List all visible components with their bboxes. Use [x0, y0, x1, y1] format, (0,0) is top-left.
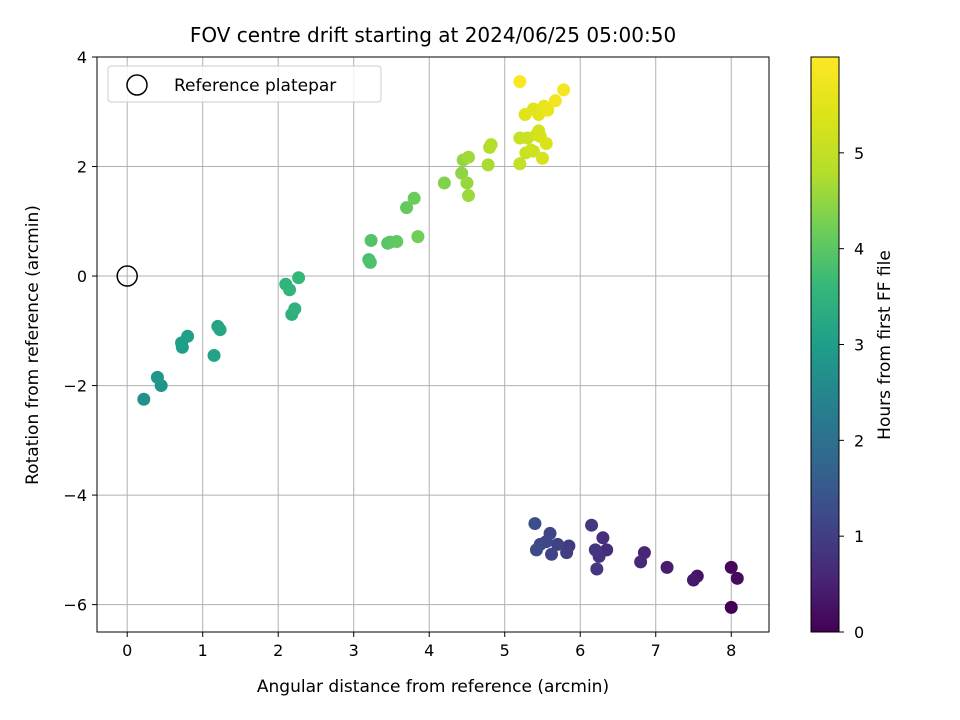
data-point [150, 370, 164, 384]
y-tick-label: 0 [77, 267, 87, 286]
y-tick-label: −2 [63, 377, 87, 396]
colorbar-tick-label: 2 [854, 431, 864, 450]
data-point [213, 323, 227, 337]
y-axis-ticks: −6 −4 −2 0 2 4 [63, 48, 97, 615]
legend-marker-open-circle [126, 74, 148, 96]
data-point [588, 543, 602, 557]
data-point [207, 348, 221, 362]
data-point [455, 166, 469, 180]
data-point [283, 283, 297, 297]
data-points [137, 75, 744, 614]
x-tick-label: 2 [273, 641, 283, 660]
data-point [292, 271, 306, 285]
data-point [724, 600, 738, 614]
data-point [541, 103, 555, 117]
data-point [585, 518, 599, 532]
colorbar-tick-label: 1 [854, 527, 864, 546]
data-point [390, 235, 404, 249]
colorbar-gradient [810, 56, 840, 633]
plot-frame [96, 56, 770, 633]
x-tick-label: 3 [349, 641, 359, 660]
chart-title: FOV centre drift starting at 2024/06/25 … [190, 23, 676, 47]
data-point [484, 138, 498, 152]
colorbar-tick-label: 5 [854, 144, 864, 163]
x-tick-label: 7 [651, 641, 661, 660]
data-point [529, 543, 543, 557]
data-point [288, 302, 302, 316]
data-point [724, 560, 738, 574]
data-point [686, 573, 700, 587]
data-point [181, 329, 195, 343]
colorbar-ticks: 0 1 2 3 4 5 [839, 144, 864, 642]
reference-point-marker [116, 265, 138, 287]
data-point [730, 571, 744, 585]
y-tick-label: −4 [63, 486, 87, 505]
data-point [461, 150, 475, 164]
data-point [528, 517, 542, 531]
data-point [437, 176, 451, 190]
colorbar-tick-label: 3 [854, 336, 864, 355]
y-axis-label: Rotation from reference (arcmin) [23, 205, 43, 485]
data-point [560, 546, 574, 560]
grid-lines [97, 56, 769, 632]
data-point [481, 158, 495, 172]
data-point [590, 562, 604, 576]
data-point [660, 560, 674, 574]
data-point [596, 531, 610, 545]
y-tick-label: −6 [63, 596, 87, 615]
x-tick-label: 0 [122, 641, 132, 660]
y-tick-label: 2 [77, 158, 87, 177]
data-point [513, 75, 527, 89]
data-point [634, 555, 648, 569]
legend: Reference platepar [107, 65, 382, 103]
data-point [545, 547, 559, 561]
data-point [400, 201, 414, 215]
x-tick-label: 5 [500, 641, 510, 660]
data-point [526, 144, 540, 158]
colorbar: 0 1 2 3 4 5 Hours from first FF file [810, 56, 895, 642]
data-point [548, 94, 562, 108]
data-point [513, 157, 527, 171]
data-point [407, 191, 421, 205]
x-axis-ticks: 0 1 2 3 4 5 6 7 8 [122, 632, 736, 660]
colorbar-tick-label: 4 [854, 240, 864, 259]
legend-box [107, 65, 382, 103]
legend-entry-label: Reference platepar [174, 76, 336, 96]
data-point [461, 189, 475, 203]
x-tick-label: 4 [424, 641, 434, 660]
x-axis-label: Angular distance from reference (arcmin) [257, 677, 609, 697]
data-point [411, 230, 425, 244]
data-point [557, 83, 571, 97]
x-tick-label: 8 [726, 641, 736, 660]
data-point [551, 537, 565, 551]
data-point [363, 255, 377, 269]
x-tick-label: 1 [198, 641, 208, 660]
colorbar-label: Hours from first FF file [875, 250, 895, 440]
data-point [137, 392, 151, 406]
colorbar-tick-label: 0 [854, 623, 864, 642]
y-tick-label: 4 [77, 48, 87, 67]
data-point [364, 233, 378, 247]
data-point [535, 151, 549, 165]
x-tick-label: 6 [575, 641, 585, 660]
data-point [539, 137, 553, 151]
data-point [460, 176, 474, 190]
